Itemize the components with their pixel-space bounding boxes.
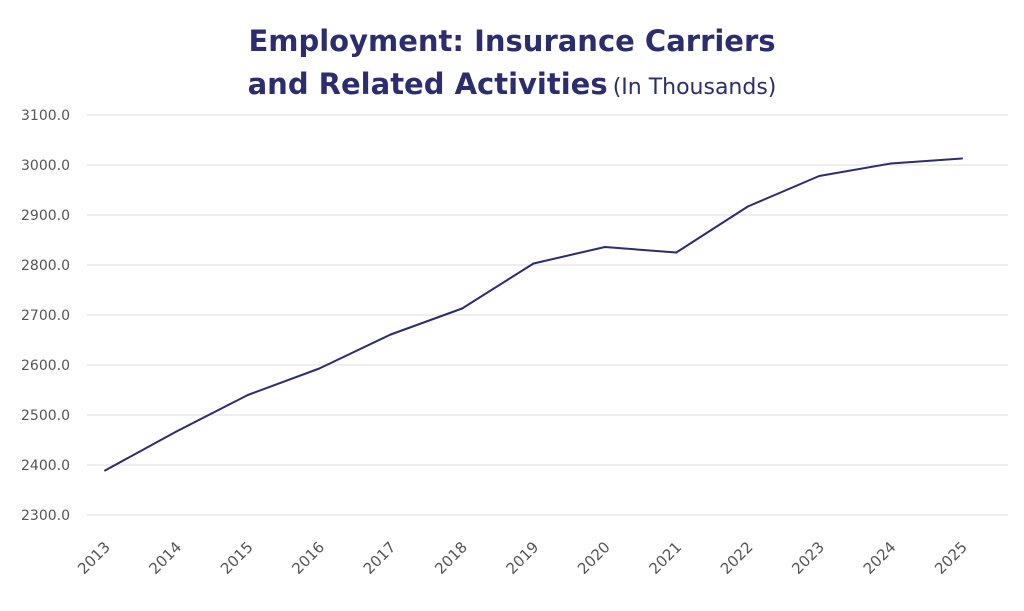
data-point bbox=[818, 175, 821, 177]
data-point bbox=[603, 246, 606, 248]
data-point bbox=[461, 307, 464, 310]
x-tick-label: 2020 bbox=[574, 538, 614, 578]
x-tick-label: 2014 bbox=[146, 538, 186, 578]
chart-subtitle: (In Thousands) bbox=[612, 75, 777, 100]
y-tick-label: 2500.0 bbox=[21, 408, 70, 424]
y-tick-label: 3100.0 bbox=[21, 108, 70, 124]
data-point bbox=[318, 367, 321, 370]
x-tick-label: 2021 bbox=[645, 538, 685, 578]
data-point bbox=[532, 262, 535, 265]
x-tick-label: 2013 bbox=[74, 538, 114, 578]
title-line-1: Employment: Insurance Carriers bbox=[248, 24, 776, 58]
x-tick-label: 2022 bbox=[717, 538, 757, 578]
data-point bbox=[961, 157, 963, 160]
data-point bbox=[889, 162, 892, 165]
data-point bbox=[675, 251, 678, 254]
x-tick-label: 2024 bbox=[860, 538, 900, 578]
data-point bbox=[746, 205, 749, 208]
data-point bbox=[246, 394, 249, 396]
chart-title: Employment: Insurance Carriers and Relat… bbox=[0, 22, 1024, 108]
title-line-2: and Related Activities bbox=[247, 67, 608, 101]
y-tick-label: 2800.0 bbox=[21, 258, 70, 274]
x-axis-ticks: 2013 2014 2015 2016 2017 2018 2019 2020 2021 2022… bbox=[74, 538, 971, 578]
data-point bbox=[389, 333, 392, 336]
x-tick-label: 2025 bbox=[931, 538, 971, 578]
x-tick-label: 2023 bbox=[788, 538, 828, 578]
gridlines bbox=[87, 114, 1008, 516]
y-tick-label: 2300.0 bbox=[21, 508, 70, 524]
x-tick-label: 2017 bbox=[360, 538, 400, 578]
series-layer bbox=[104, 157, 963, 472]
data-point bbox=[175, 430, 178, 433]
y-tick-label: 2600.0 bbox=[21, 358, 70, 374]
x-tick-label: 2018 bbox=[431, 538, 471, 578]
y-tick-label: 2700.0 bbox=[21, 308, 70, 324]
y-tick-label: 3000.0 bbox=[21, 158, 70, 174]
data-point bbox=[104, 469, 106, 472]
y-tick-label: 2400.0 bbox=[21, 458, 70, 474]
x-tick-label: 2015 bbox=[217, 538, 257, 578]
y-tick-label: 2900.0 bbox=[21, 208, 70, 224]
x-tick-label: 2019 bbox=[503, 538, 543, 578]
y-axis-ticks: 2300.0 2400.0 2500.0 2600.0 2700.0 2800.0 2900… bbox=[21, 108, 70, 524]
x-tick-label: 2016 bbox=[288, 538, 328, 578]
